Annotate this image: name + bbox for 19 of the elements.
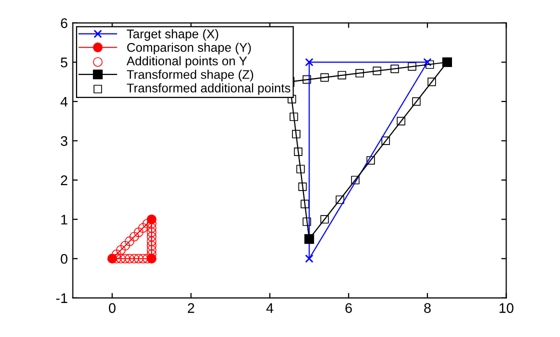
- y-tick-label: 5: [60, 58, 68, 68]
- y-tick-label: 4: [60, 96, 68, 107]
- legend-label: Transformed additional points: [126, 83, 290, 95]
- x-tick-label: 6: [345, 303, 352, 313]
- legend-label: Target shape (X): [126, 29, 218, 41]
- x-tick-label: 10: [500, 303, 514, 313]
- legend-label: Additional points on Y: [126, 56, 247, 68]
- x-tick-label: 2: [188, 303, 194, 313]
- y-tick-label: 1: [61, 214, 68, 224]
- legend-label: Transformed shape (Z): [126, 70, 254, 82]
- x-tick-label: 4: [266, 303, 274, 313]
- legend-label: Comparison shape (Y): [127, 42, 251, 54]
- y-tick-label: 6: [60, 18, 68, 28]
- y-tick-label: 3: [60, 136, 68, 146]
- y-tick-label: 2: [60, 175, 68, 186]
- x-tick-label: 0: [108, 303, 116, 313]
- y-tick-label: 0: [60, 254, 68, 264]
- x-tick-label: 8: [424, 303, 431, 313]
- y-tick-label: -1: [56, 293, 68, 303]
